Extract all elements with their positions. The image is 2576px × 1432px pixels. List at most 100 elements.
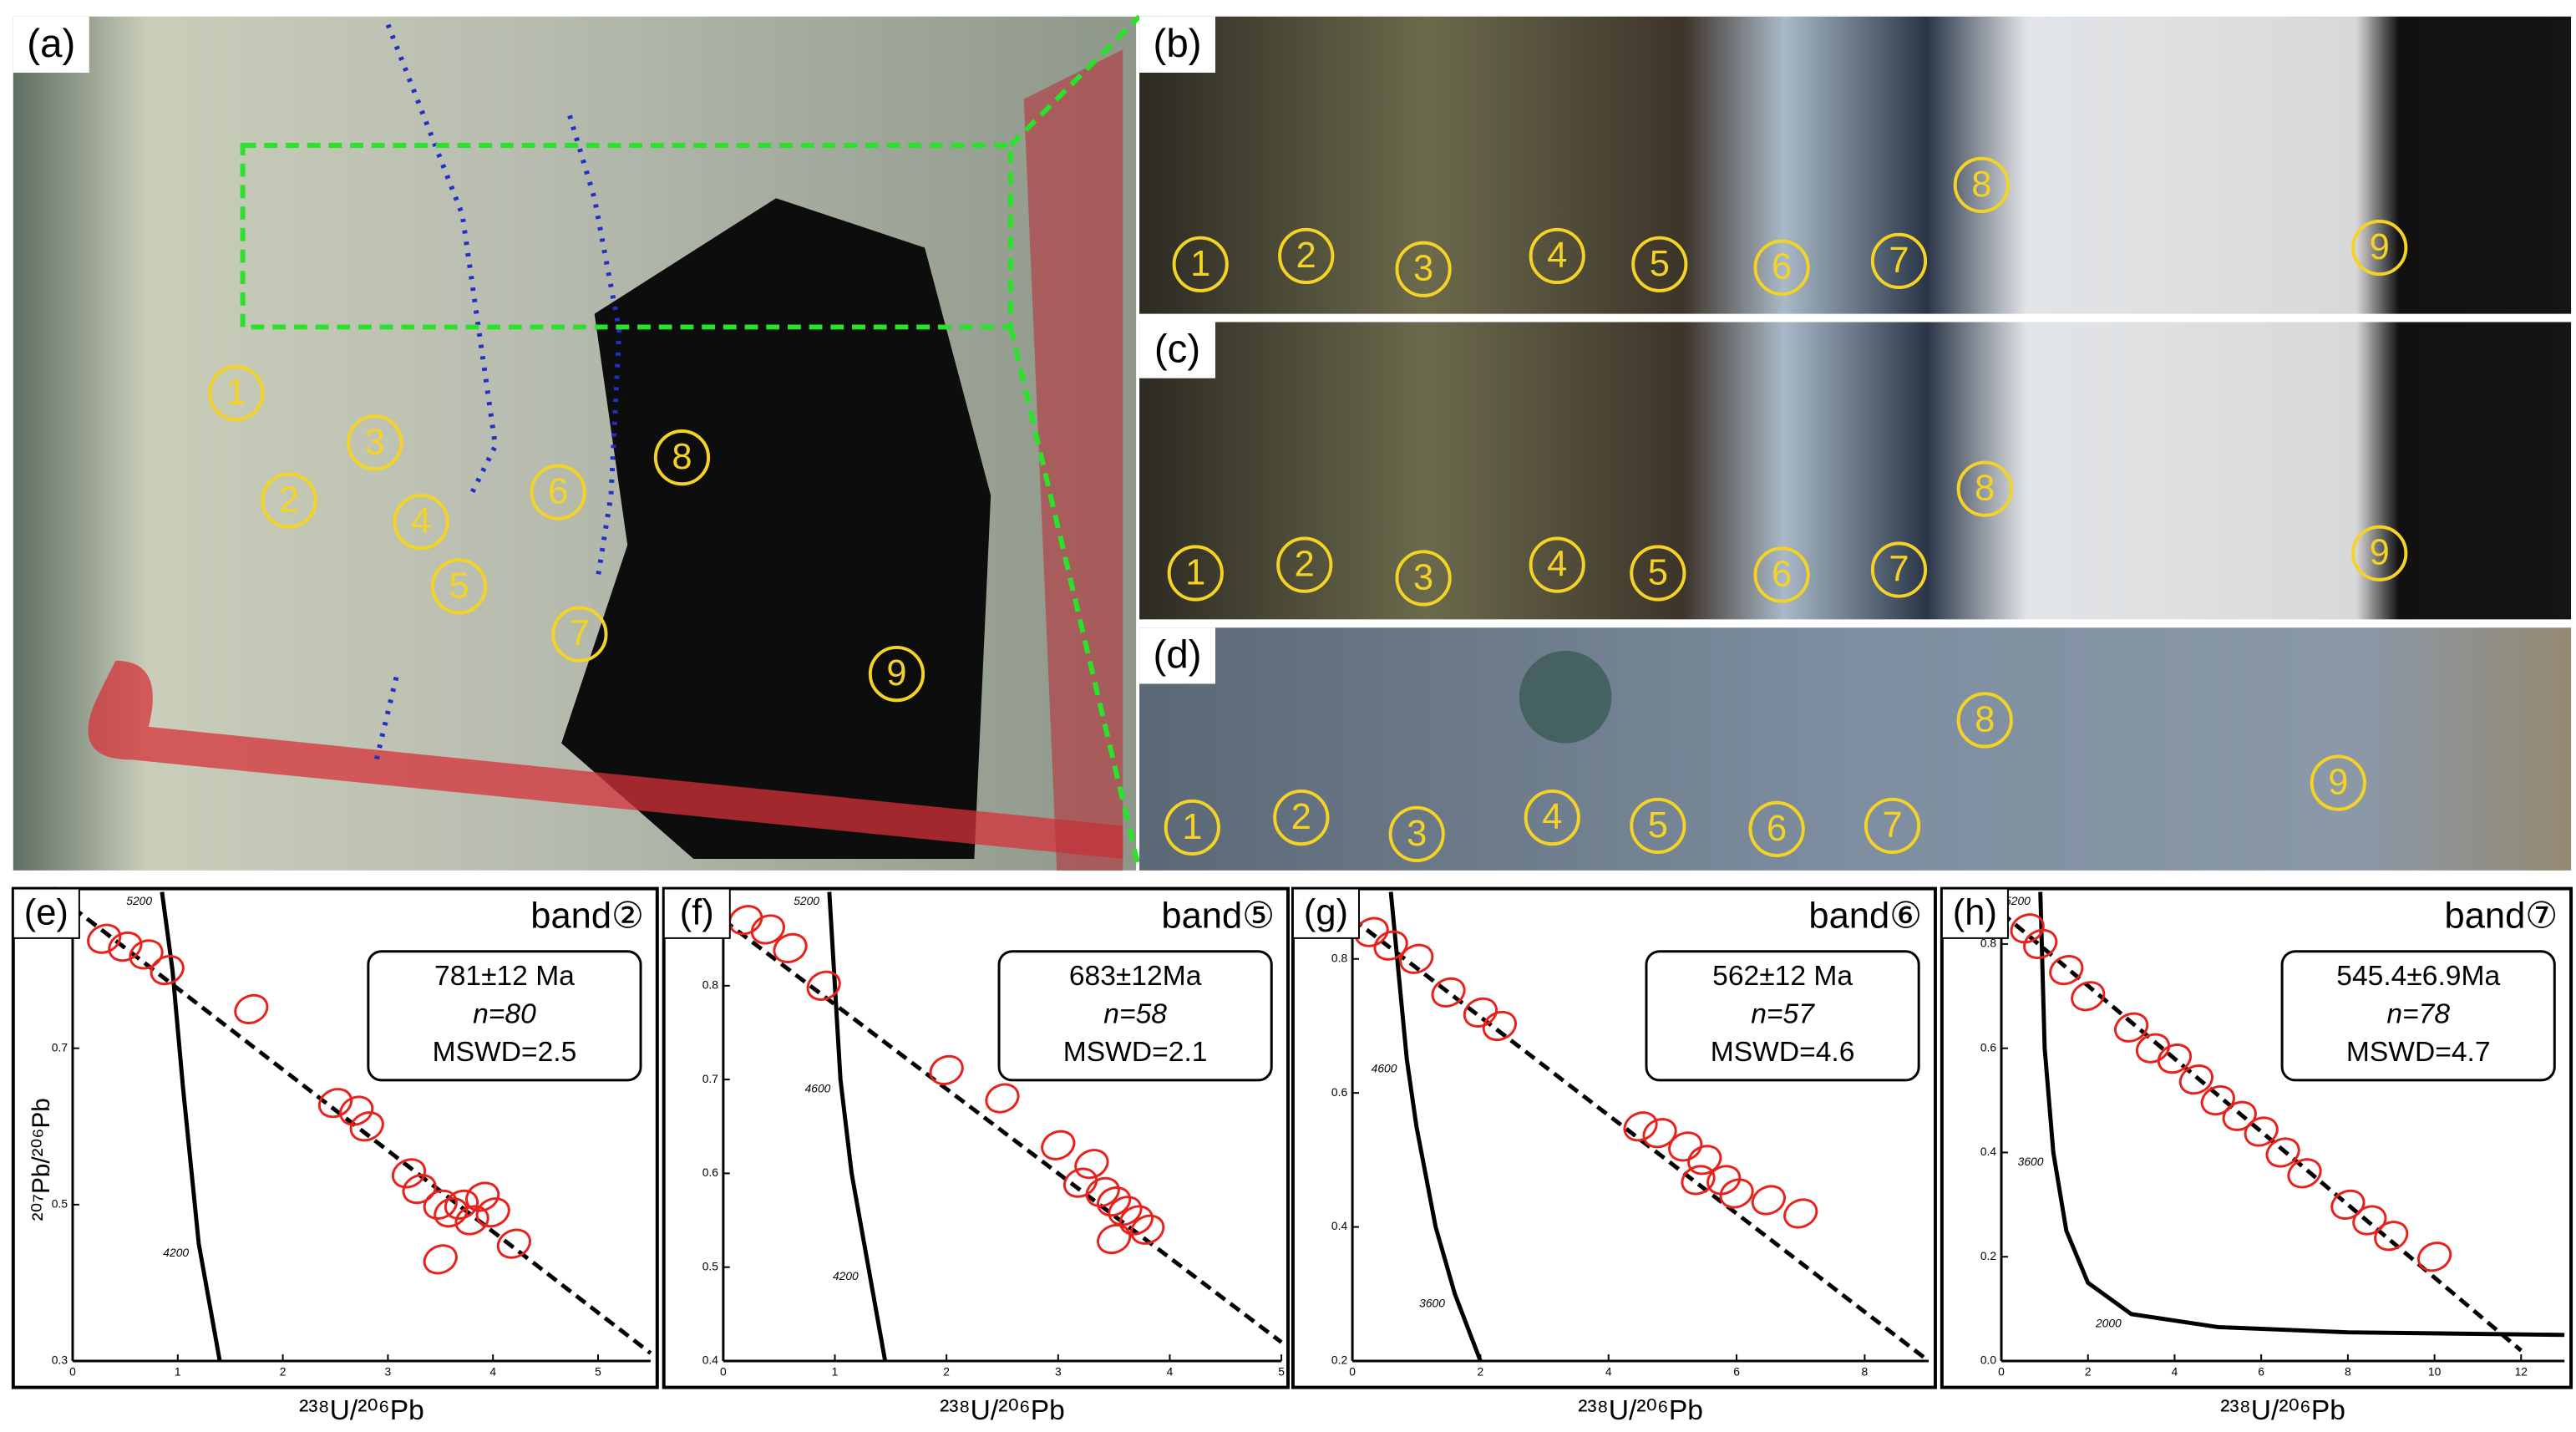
photo-b [1139, 16, 2572, 314]
panel-label: (f) [680, 893, 714, 933]
chart-title: band② [530, 896, 644, 937]
analysis-ellipse [2200, 1085, 2235, 1116]
zone-number: 5 [1650, 244, 1670, 284]
panel-label: (d) [1154, 632, 1202, 677]
x-tick-label: 2 [943, 1364, 950, 1378]
zone-circle [1164, 799, 1220, 856]
analysis-ellipse [1108, 1196, 1143, 1226]
annotation-line: 781±12 Ma [434, 961, 575, 992]
x-tick-label: 4 [2172, 1364, 2178, 1378]
analysis-ellipse [2023, 928, 2058, 959]
zone-number: 7 [570, 614, 590, 654]
concordia-age-label: 3600 [2018, 1155, 2044, 1168]
discordia-line [1351, 917, 1930, 1363]
analysis-ellipse [1783, 1198, 1818, 1229]
zone-circle [1395, 550, 1452, 607]
x-tick-label: 0 [1349, 1364, 1356, 1378]
zone-circle [430, 558, 488, 615]
x-tick-label: 6 [1733, 1364, 1740, 1378]
analysis-ellipse [2113, 1012, 2149, 1043]
concordia-age-label: 4200 [833, 1269, 859, 1282]
x-axis-label: ²³⁸U/²⁰⁶Pb [1578, 1395, 1703, 1426]
analysis-ellipse [1642, 1118, 1677, 1149]
zone-number: 4 [1547, 545, 1567, 585]
analysis-ellipse [391, 1158, 427, 1189]
zone-circle [347, 414, 403, 471]
analysis-ellipse [423, 1244, 458, 1275]
zone-number: 7 [1882, 805, 1902, 845]
analysis-ellipse [1751, 1185, 1787, 1216]
x-axis-label: ²³⁸U/²⁰⁶Pb [299, 1395, 424, 1426]
panel-label: (c) [1154, 328, 1200, 372]
zone-number: 6 [548, 472, 568, 512]
panel-label-box [13, 16, 89, 73]
analysis-ellipse [2049, 955, 2084, 986]
annotation-line: MSWD=2.5 [433, 1037, 577, 1068]
x-tick-label: 4 [1605, 1364, 1612, 1378]
panel-label-box [662, 887, 731, 939]
zone-number: 9 [2328, 763, 2348, 803]
zone-number: 3 [1413, 557, 1433, 597]
zone-circle [1956, 692, 2013, 749]
x-tick-label: 3 [1055, 1364, 1062, 1378]
analysis-ellipse [150, 955, 185, 986]
zone-circle [2351, 525, 2408, 581]
zone-circle [208, 364, 265, 422]
y-tick-label: 0.2 [1331, 1353, 1347, 1367]
y-tick-label: 0.5 [702, 1259, 719, 1272]
analysis-ellipse [985, 1083, 1020, 1114]
panel-label-box [1940, 887, 2009, 939]
zone-circle [1753, 546, 1810, 603]
analysis-ellipse [339, 1095, 374, 1126]
zone-circle [653, 429, 711, 486]
annotation-line: 545.4±6.9Ma [2336, 961, 2500, 992]
zone-circle [1753, 239, 1810, 296]
y-tick-label: 0.2 [1980, 1249, 1996, 1262]
zone-number: 2 [1291, 797, 1311, 837]
zone-number: 3 [1407, 814, 1427, 854]
chart-title: band⑥ [1808, 896, 1922, 937]
zone-circle [1870, 541, 1928, 598]
chart-title: band⑦ [2445, 896, 2558, 937]
photo-c [1139, 322, 2572, 620]
panel-label: (b) [1154, 22, 1202, 66]
y-axis-label: ²⁰⁷Pb/²⁰⁶Pb [28, 1098, 55, 1221]
x-axis-label: ²³⁸U/²⁰⁶Pb [940, 1395, 1065, 1426]
analysis-ellipse [1463, 997, 1498, 1028]
zone-circle [1395, 241, 1452, 297]
zone-circle [2310, 754, 2366, 811]
photo-d [1139, 627, 2572, 871]
concordia-age-label: 5200 [2005, 894, 2031, 907]
zone-number: 5 [1648, 552, 1668, 592]
panel-label: (g) [1304, 893, 1348, 933]
concordia-curve [160, 891, 222, 1362]
x-tick-label: 12 [2515, 1364, 2528, 1378]
analysis-ellipse [1085, 1176, 1120, 1207]
zone-number: 8 [672, 437, 692, 477]
annotation-line: 562±12 Ma [1712, 961, 1853, 992]
discordia-line [2000, 911, 2523, 1353]
zone-circle [1864, 797, 1921, 855]
zone-circle [2351, 219, 2408, 277]
y-tick-label: 0.0 [1980, 1353, 1997, 1367]
x-tick-label: 3 [385, 1364, 392, 1378]
analysis-ellipse [1041, 1130, 1076, 1160]
zone-circle [1388, 805, 1445, 862]
x-tick-label: 0 [1998, 1364, 2005, 1378]
analysis-ellipse [2330, 1189, 2366, 1220]
analysis-ellipse [1687, 1145, 1722, 1176]
analysis-ellipse [2374, 1221, 2409, 1252]
y-tick-label: 0.3 [52, 1353, 68, 1367]
analysis-ellipse [2287, 1158, 2322, 1189]
x-tick-label: 2 [2085, 1364, 2092, 1378]
chart-title: band⑤ [1161, 896, 1275, 937]
y-tick-label: 0.6 [702, 1165, 719, 1179]
zone-number: 1 [1182, 807, 1202, 847]
zone-circle [261, 472, 317, 529]
panel-label-box [1139, 16, 1216, 73]
zone-number: 3 [365, 422, 385, 462]
discordia-line [71, 906, 652, 1355]
annotation-box [1645, 950, 1920, 1082]
analysis-ellipse [2071, 981, 2106, 1012]
analysis-ellipse [1719, 1178, 1754, 1209]
